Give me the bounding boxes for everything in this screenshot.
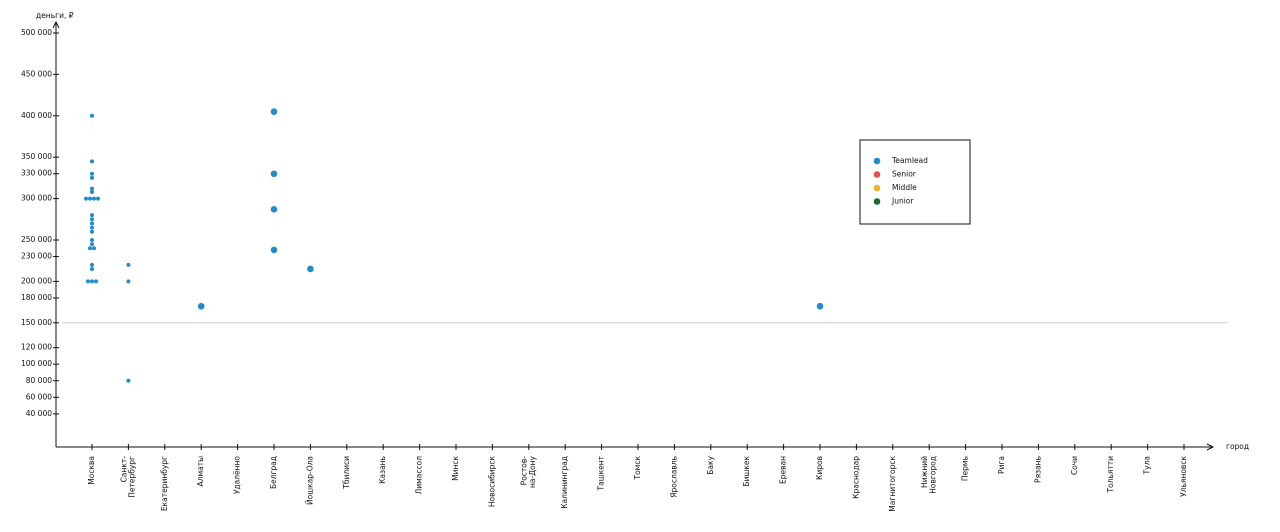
y-tick-label: 150 000 <box>21 318 52 327</box>
point <box>90 175 94 180</box>
x-tick-label: Тула <box>1143 456 1152 475</box>
point <box>197 302 205 310</box>
point <box>90 186 94 191</box>
x-tick-label: Тбилиси <box>342 456 351 490</box>
x-tick-label: Белград <box>269 456 278 489</box>
point <box>90 262 94 267</box>
point <box>90 189 94 194</box>
point <box>90 242 94 247</box>
x-tick-label: Ульяновск <box>1179 456 1188 497</box>
x-tick-label: Лимассол <box>415 456 424 495</box>
x-tick-label: Москва <box>87 456 96 485</box>
y-tick-label: 400 000 <box>21 111 52 120</box>
point <box>307 265 314 273</box>
x-tick-label: Санкт-Петербург <box>119 456 136 498</box>
x-tick-label: Ташкент <box>597 455 606 491</box>
point <box>90 213 94 218</box>
x-tick-label: Бишкек <box>742 456 751 487</box>
legend <box>859 139 971 225</box>
point <box>94 279 98 284</box>
y-axis-label: деньги, ₽ <box>36 11 74 20</box>
legend-marker <box>873 157 881 165</box>
x-tick-label: Минск <box>451 456 460 481</box>
x-tick-label: Казань <box>378 456 387 484</box>
y-tick-label: 300 000 <box>21 194 52 203</box>
point <box>90 237 94 242</box>
y-tick-label: 330 000 <box>21 169 52 178</box>
x-tick-label: Ереван <box>779 456 788 484</box>
point <box>88 196 92 201</box>
point <box>270 246 278 254</box>
x-tick-label: Удалённо <box>233 456 242 495</box>
point <box>270 206 278 213</box>
point <box>270 108 278 115</box>
x-tick-label: Алматы <box>196 456 205 487</box>
x-tick-label: Тольятти <box>1106 456 1115 494</box>
x-tick-label: Краснодар <box>851 456 860 499</box>
legend-marker <box>873 184 881 192</box>
y-tick-label: 60 000 <box>26 392 52 401</box>
y-tick-label: 180 000 <box>21 293 52 302</box>
x-arrow <box>1206 443 1215 451</box>
x-tick-label: Пермь <box>961 456 970 481</box>
y-tick-label: 120 000 <box>21 343 52 352</box>
x-tick-label: Баку <box>706 455 715 474</box>
legend-label: Middle <box>892 183 917 192</box>
x-tick-label: Киров <box>815 456 824 480</box>
x-axis-label: город <box>1226 442 1249 451</box>
point <box>90 229 94 234</box>
x-tick-label: Калининград <box>560 456 569 509</box>
legend-marker <box>873 198 881 205</box>
x-tick-label: Сочи <box>1070 456 1079 475</box>
y-tick-label: 450 000 <box>21 69 52 78</box>
x-tick-label: Екатеринбург <box>160 456 169 511</box>
point <box>126 279 131 284</box>
point <box>90 266 94 271</box>
point <box>90 217 94 222</box>
y-tick-label: 100 000 <box>21 359 52 368</box>
point <box>90 221 94 226</box>
x-tick-label: Томск <box>633 456 642 481</box>
point <box>90 113 94 118</box>
y-tick-label: 80 000 <box>26 376 52 385</box>
y-tick-label: 250 000 <box>21 235 52 244</box>
point <box>90 279 94 284</box>
point <box>86 279 90 284</box>
point <box>90 225 94 230</box>
point <box>84 196 88 201</box>
legend-label: Junior <box>891 197 914 206</box>
point <box>126 262 131 267</box>
x-tick-label: Ростов-на-Дону <box>520 455 537 488</box>
x-tick-label: НижнийНовгород <box>920 456 937 494</box>
point <box>270 170 278 178</box>
y-arrow <box>52 20 60 29</box>
y-tick-label: 230 000 <box>21 252 52 261</box>
point <box>96 196 100 201</box>
x-tick-label: Новосибирск <box>487 456 496 508</box>
point <box>90 159 94 164</box>
x-tick-label: Рига <box>997 456 1006 474</box>
legend-marker <box>873 171 881 178</box>
point <box>126 378 131 383</box>
point <box>816 302 824 310</box>
point <box>92 246 96 251</box>
y-tick-label: 350 000 <box>21 152 52 161</box>
x-tick-label: Магнитогорск <box>888 456 897 512</box>
y-tick-label: 500 000 <box>21 28 52 37</box>
x-tick-label: Йошкар-Ола <box>305 456 314 505</box>
legend-label: Teamlead <box>891 156 928 165</box>
point <box>92 196 96 201</box>
y-tick-label: 200 000 <box>21 276 52 285</box>
legend-label: Senior <box>892 170 917 179</box>
point <box>88 246 92 251</box>
x-tick-label: Рязань <box>1033 456 1042 483</box>
y-tick-label: 40 000 <box>26 409 52 418</box>
x-tick-label: Ярославль <box>669 456 678 498</box>
point <box>90 171 94 176</box>
